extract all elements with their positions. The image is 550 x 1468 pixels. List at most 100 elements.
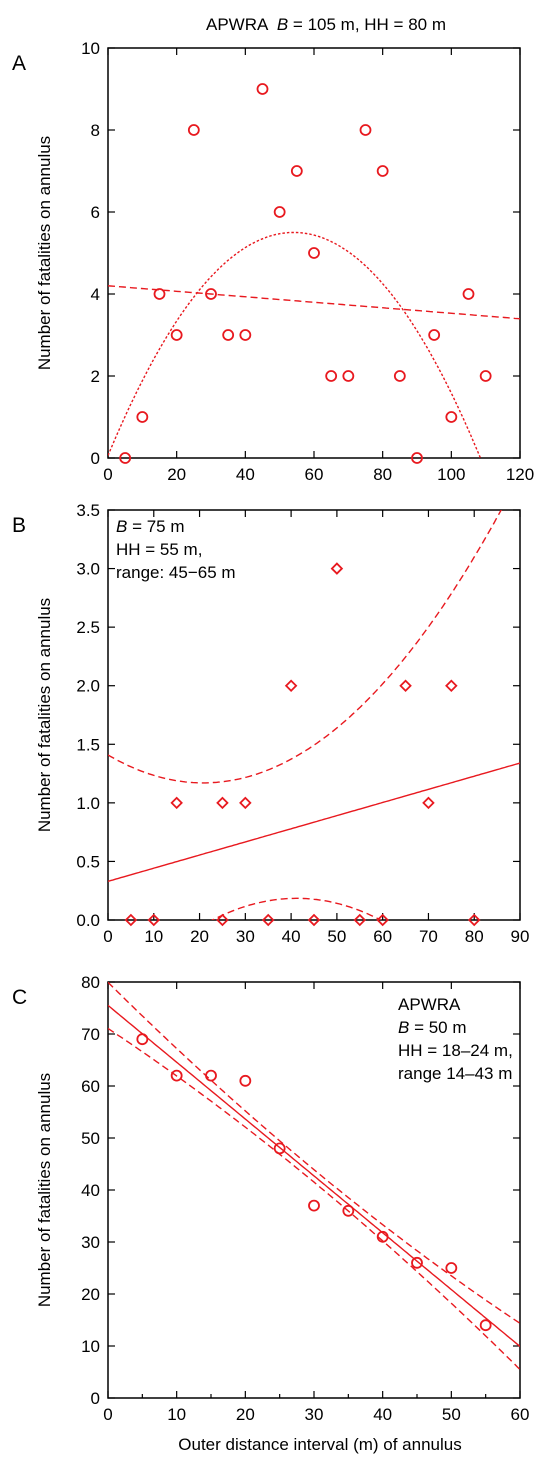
data-point: [411, 1256, 423, 1269]
x-tick-label: 50: [442, 1405, 461, 1424]
x-tick-label: 40: [236, 465, 255, 484]
plot-frame: [107, 509, 521, 921]
data-point: [170, 329, 183, 341]
data-point: [462, 288, 475, 300]
data-point: [376, 165, 389, 177]
annotation-part: APWRA: [398, 995, 461, 1014]
data-point: [411, 452, 423, 464]
y-axis-label: Number of fatalities on annulus: [35, 598, 54, 832]
x-tick-label: 0: [103, 927, 112, 946]
data-point: [445, 411, 458, 423]
y-tick-label: 60: [81, 1077, 100, 1096]
y-tick-label: 1.5: [76, 735, 100, 754]
y-tick-label: 3.5: [76, 501, 100, 520]
panel-letter: C: [12, 986, 27, 1009]
plot-frame: [107, 47, 521, 459]
data-point: [222, 329, 235, 341]
annotation-line: range: 45−65 m: [116, 563, 236, 582]
y-tick-label: 6: [91, 203, 100, 222]
data-point: [273, 1142, 286, 1155]
x-tick-label: 40: [282, 927, 301, 946]
x-tick-label: 10: [167, 1405, 186, 1424]
annotation-line: HH = 55 m,: [116, 540, 202, 559]
data-point: [445, 1262, 458, 1274]
y-tick-label: 0.0: [76, 911, 100, 930]
y-tick-label: 2: [91, 367, 100, 386]
data-point: [119, 452, 132, 464]
chart-title-part: APWRA: [206, 15, 277, 34]
data-points: [124, 562, 481, 927]
y-tick-label: 80: [81, 973, 100, 992]
fit-line-quadratic: [108, 231, 482, 458]
y-axis-label: Number of fatalities on annulus: [35, 136, 54, 370]
x-tick-label: 20: [190, 927, 209, 946]
y-tick-label: 30: [81, 1233, 100, 1252]
chart-panel-c: C 0 10 20 30 40 50 60 0 10 20 30 40 50 60 70 80 Number of…: [12, 973, 529, 1454]
data-point: [273, 206, 286, 218]
data-point: [308, 1199, 320, 1212]
data-point: [216, 796, 229, 810]
annotation-line: APWRA: [398, 995, 461, 1014]
fit-lines: [108, 231, 520, 458]
data-point: [428, 329, 441, 341]
y-tick-label: 4: [91, 285, 100, 304]
data-point: [205, 288, 217, 300]
fit-line-band-lower: [108, 1027, 520, 1371]
data-point: [216, 913, 229, 927]
annotation-part: = 50 m: [409, 1018, 466, 1037]
x-tick-label: 60: [305, 465, 324, 484]
chart-title: APWRA B = 105 m, HH = 80 m: [206, 15, 446, 34]
chart-title-part: = 105 m, HH = 80 m: [288, 15, 446, 34]
data-point: [239, 329, 252, 341]
fit-line-band-lower: [211, 897, 383, 920]
annotation-part: HH = 18–24 m,: [398, 1041, 513, 1060]
annotation-line: B = 75 m: [116, 517, 185, 536]
chart-title-part: B: [277, 15, 288, 34]
x-tick-label: 30: [236, 927, 255, 946]
data-point: [239, 796, 252, 810]
x-tick-label: 40: [373, 1405, 392, 1424]
fit-line-linear: [108, 285, 520, 320]
x-tick-label: 60: [373, 927, 392, 946]
y-tick-label: 70: [81, 1025, 100, 1044]
x-tick-label: 30: [305, 1405, 324, 1424]
y-tick-label: 3.0: [76, 560, 100, 579]
fit-line-linear: [108, 1004, 520, 1347]
data-point: [239, 1074, 252, 1087]
data-point: [342, 1204, 355, 1217]
data-point: [467, 913, 481, 927]
y-tick-label: 0: [91, 1389, 100, 1408]
data-points: [136, 1033, 492, 1332]
x-tick-label: 20: [236, 1405, 255, 1424]
x-tick-label: 90: [511, 927, 530, 946]
x-tick-label: 10: [144, 927, 163, 946]
data-point: [376, 1230, 389, 1243]
x-tick-label: 50: [327, 927, 346, 946]
data-point: [170, 1069, 183, 1082]
y-tick-label: 0.5: [76, 852, 100, 871]
data-point: [147, 913, 161, 927]
data-point: [342, 370, 355, 382]
x-tick-label: 0: [103, 1405, 112, 1424]
data-point: [136, 1033, 149, 1046]
data-point: [261, 913, 275, 927]
y-tick-label: 2.0: [76, 677, 100, 696]
data-point: [136, 411, 149, 423]
fit-line-band-upper: [108, 982, 520, 1324]
x-tick-label: 120: [506, 465, 534, 484]
data-point: [290, 165, 303, 177]
annotation-part: HH = 55 m,: [116, 540, 202, 559]
x-tick-label: 80: [373, 465, 392, 484]
data-point: [445, 679, 458, 692]
y-tick-label: 2.5: [76, 618, 100, 637]
data-point: [330, 562, 344, 575]
annotation-part: B: [116, 517, 127, 536]
panel-letter: A: [12, 52, 26, 75]
data-point: [479, 1319, 492, 1332]
chart-panel-b: B 0 10 20 30 40 50 60 70 80 90 0.0 0.5 1.0 1.5 2.0 2.5 3.…: [12, 501, 530, 946]
data-point: [153, 288, 166, 300]
y-tick-label: 20: [81, 1285, 100, 1304]
data-point: [284, 679, 298, 692]
data-point: [376, 913, 389, 927]
